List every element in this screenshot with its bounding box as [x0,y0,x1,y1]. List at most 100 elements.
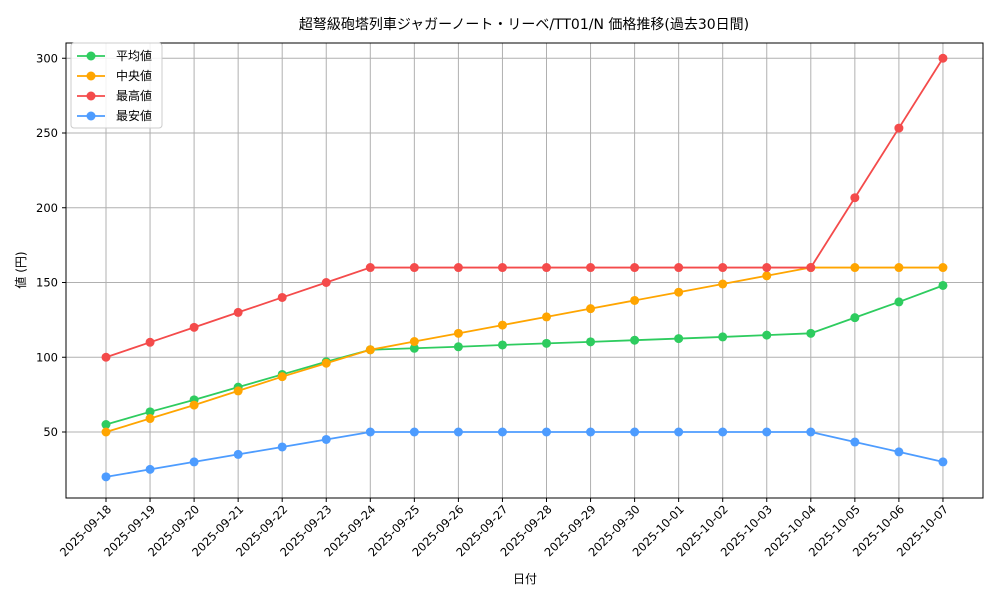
data-point [894,297,904,307]
series-line [105,57,944,359]
data-point [101,420,111,430]
data-point [542,427,551,437]
data-point [497,340,507,350]
data-point [542,263,551,273]
data-point [453,328,463,338]
data-point [674,287,684,297]
series-2 [101,53,948,362]
data-point [409,337,419,347]
data-point [497,320,507,330]
data-point [101,352,111,362]
data-point [586,263,596,273]
x-axis-ticks: 2025-09-182025-09-192025-09-202025-09-21… [57,498,951,559]
series-1 [101,263,948,437]
chart-title: 超弩級砲塔列車ジャガーノート・リーベ/TT01/N 価格推移(過去30日間) [299,16,749,33]
data-point [321,434,331,444]
data-point [145,464,155,474]
data-point [894,263,904,273]
data-point [938,263,948,273]
legend-label: 中央値 [116,68,152,83]
data-point [365,345,375,355]
data-point [409,343,419,353]
data-point [586,304,596,314]
data-point [894,123,904,133]
data-point [674,427,684,437]
legend-box [70,42,163,129]
data-point [542,338,551,348]
y-tick-label: 100 [36,350,58,364]
data-point [277,372,287,382]
legend-marker [86,71,96,81]
data-point [277,292,287,302]
data-point [806,263,816,273]
data-point [674,263,684,273]
legend-label: 最安値 [116,108,152,123]
data-point [630,295,640,305]
data-point [497,427,507,437]
data-point [938,280,948,290]
data-point [718,263,728,273]
data-point [762,271,772,281]
data-point [850,437,860,447]
data-point [586,337,596,347]
data-point [409,427,419,437]
series-line [105,284,944,426]
data-point [189,400,199,410]
data-point [453,263,463,273]
y-tick-label: 150 [36,276,58,290]
plot-frame [65,42,984,499]
data-point [101,427,111,437]
data-point [630,427,640,437]
y-tick-label: 300 [36,51,58,65]
series-line [105,266,943,433]
data-point [718,279,728,289]
data-point [365,427,375,437]
y-tick-label: 200 [36,201,58,215]
data-point [542,312,551,322]
series-3 [101,427,948,482]
data-point [938,53,948,63]
legend-marker [86,111,96,121]
data-point [233,307,243,317]
data-point [233,386,243,396]
legend-marker [86,51,96,61]
legend-marker [86,91,96,101]
data-point [850,313,860,323]
data-point [806,328,816,338]
y-tick-label: 50 [43,425,58,439]
series-0 [101,280,948,430]
data-point [409,263,419,273]
legend-label: 平均値 [116,48,152,63]
data-point [321,358,331,368]
x-axis-label: 日付 [513,572,537,586]
data-point [277,442,287,452]
data-point [938,457,948,467]
y-axis-ticks: 50 100 150 200 250 300 [36,51,66,439]
data-point [365,263,375,273]
data-point [586,427,596,437]
data-point [806,427,816,437]
data-point [145,337,155,347]
data-point [630,263,640,273]
data-point [453,342,463,352]
y-axis-label: 値 (円) [13,251,28,288]
data-point [145,414,155,424]
data-point [674,334,684,344]
series-line [105,431,944,478]
data-point [894,447,904,457]
data-point [145,407,155,417]
legend-label: 最高値 [116,88,152,103]
data-point [453,427,463,437]
data-point [189,322,199,332]
data-point [762,427,772,437]
data-series [101,53,948,482]
data-point [718,332,728,342]
y-tick-label: 250 [36,126,58,140]
data-point [718,427,728,437]
data-point [850,263,860,273]
data-point [630,335,640,345]
data-point [233,449,243,459]
data-point [101,472,111,482]
